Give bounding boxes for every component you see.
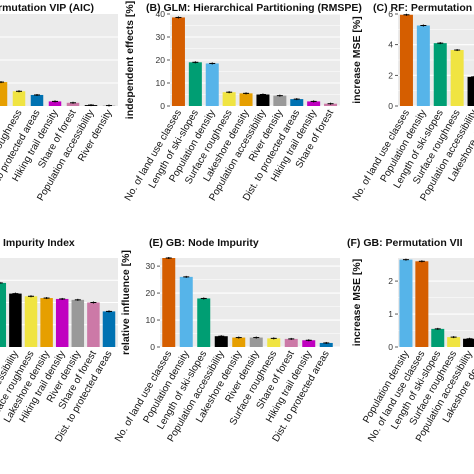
y-tick-label: 4 — [388, 40, 393, 50]
bar-2 — [188, 62, 202, 106]
bar-7 — [273, 95, 287, 106]
bar-3 — [433, 43, 447, 106]
bar-9 — [307, 101, 321, 106]
bar-5 — [66, 102, 80, 106]
bar-4 — [450, 50, 464, 106]
bar-5 — [239, 93, 253, 106]
y-tick-label: 0 — [388, 101, 393, 111]
bar-3 — [30, 94, 44, 106]
bar-4 — [222, 92, 236, 106]
bar-10 — [324, 103, 338, 106]
y-tick-label: 0 — [150, 342, 155, 352]
y-tick-label: 40 — [156, 9, 166, 19]
bar-8 — [290, 99, 304, 106]
y-tick-label: 10 — [146, 315, 156, 325]
bar-1 — [0, 82, 8, 106]
bar-4 — [447, 337, 461, 347]
bar-1 — [171, 17, 185, 107]
bar-1 — [0, 282, 7, 347]
bar-2 — [9, 293, 22, 347]
bar-1 — [399, 259, 413, 347]
bar-5 — [55, 298, 69, 347]
bar-4 — [48, 101, 62, 106]
bar-10 — [319, 342, 333, 347]
bar-3 — [24, 296, 38, 347]
bar-4 — [40, 298, 53, 347]
panel-title: rmutation VIP (AIC) — [0, 2, 94, 14]
bar-4 — [214, 336, 228, 347]
y-tick-label: 10 — [156, 78, 166, 88]
bar-8 — [284, 338, 298, 347]
bar-7 — [267, 338, 281, 347]
y-axis-title: relative influence [%] — [120, 250, 132, 355]
panel-title: (E) GB: Node Impurity — [149, 237, 259, 249]
panel-title: (B) GLM: Hierarchical Partitioning (RMSP… — [146, 2, 362, 14]
bar-6 — [249, 337, 263, 347]
bar-5 — [232, 337, 246, 347]
y-axis-title: increase MSE [%] — [351, 259, 363, 347]
bar-6 — [256, 94, 270, 106]
y-tick-label: 0 — [160, 101, 165, 111]
bar-2 — [415, 261, 429, 347]
y-tick-label: 1 — [388, 309, 393, 319]
y-tick-label: 20 — [146, 288, 156, 298]
y-tick-label: 6 — [388, 9, 393, 19]
bar-5 — [463, 338, 474, 347]
y-axis-title: increase MSE [%] — [351, 16, 363, 104]
y-tick-label: 0 — [388, 342, 393, 352]
bar-3 — [205, 63, 219, 106]
panel-title: (C) RF: Permutation VII — [373, 2, 474, 14]
y-tick-label: 30 — [156, 32, 166, 42]
bar-1 — [399, 14, 413, 107]
bar-1 — [162, 258, 176, 347]
bar-2 — [416, 25, 430, 106]
bar-7 — [87, 302, 100, 347]
y-tick-label: 20 — [156, 55, 166, 65]
panel-a: Surface roughnessDist. to protected area… — [0, 2, 118, 203]
bar-2 — [179, 276, 193, 347]
bar-6 — [71, 299, 85, 347]
bar-3 — [431, 328, 445, 347]
y-tick-label: 2 — [388, 276, 393, 286]
bar-2 — [12, 91, 26, 106]
bar-5 — [467, 76, 474, 106]
bar-8 — [102, 311, 116, 347]
panel-title: Impurity Index — [3, 237, 75, 249]
bar-3 — [197, 298, 211, 347]
y-tick-label: 30 — [146, 261, 156, 271]
y-axis-title: independent effects [%] — [124, 1, 136, 119]
y-tick-label: 2 — [388, 70, 393, 80]
bar-9 — [302, 340, 316, 347]
panel-title: (F) GB: Permutation VII — [347, 237, 463, 249]
